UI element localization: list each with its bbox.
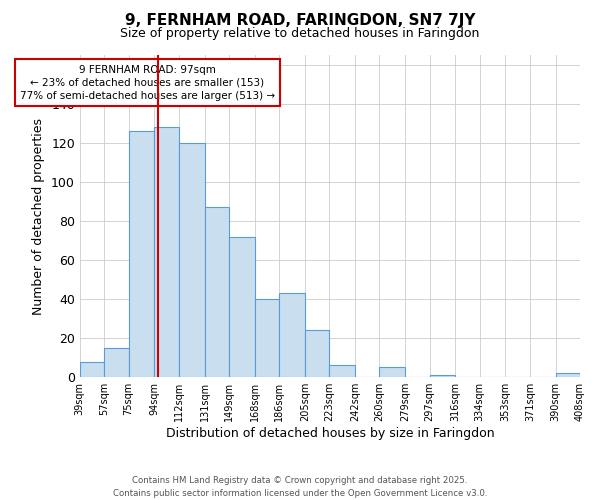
- Bar: [305, 330, 329, 377]
- Text: 9, FERNHAM ROAD, FARINGDON, SN7 7JY: 9, FERNHAM ROAD, FARINGDON, SN7 7JY: [125, 12, 475, 28]
- Bar: [556, 374, 580, 377]
- X-axis label: Distribution of detached houses by size in Faringdon: Distribution of detached houses by size …: [166, 427, 494, 440]
- Bar: [430, 376, 455, 377]
- Bar: [379, 368, 405, 377]
- Y-axis label: Number of detached properties: Number of detached properties: [32, 118, 46, 314]
- Text: Contains HM Land Registry data © Crown copyright and database right 2025.
Contai: Contains HM Land Registry data © Crown c…: [113, 476, 487, 498]
- Bar: [154, 128, 179, 377]
- Bar: [179, 143, 205, 377]
- Bar: [279, 293, 305, 377]
- Text: 9 FERNHAM ROAD: 97sqm
← 23% of detached houses are smaller (153)
77% of semi-det: 9 FERNHAM ROAD: 97sqm ← 23% of detached …: [20, 64, 275, 101]
- Bar: [254, 299, 279, 377]
- Bar: [329, 366, 355, 377]
- Bar: [128, 131, 154, 377]
- Bar: [205, 208, 229, 377]
- Bar: [80, 362, 104, 377]
- Bar: [104, 348, 128, 377]
- Bar: [229, 236, 254, 377]
- Text: Size of property relative to detached houses in Faringdon: Size of property relative to detached ho…: [121, 28, 479, 40]
